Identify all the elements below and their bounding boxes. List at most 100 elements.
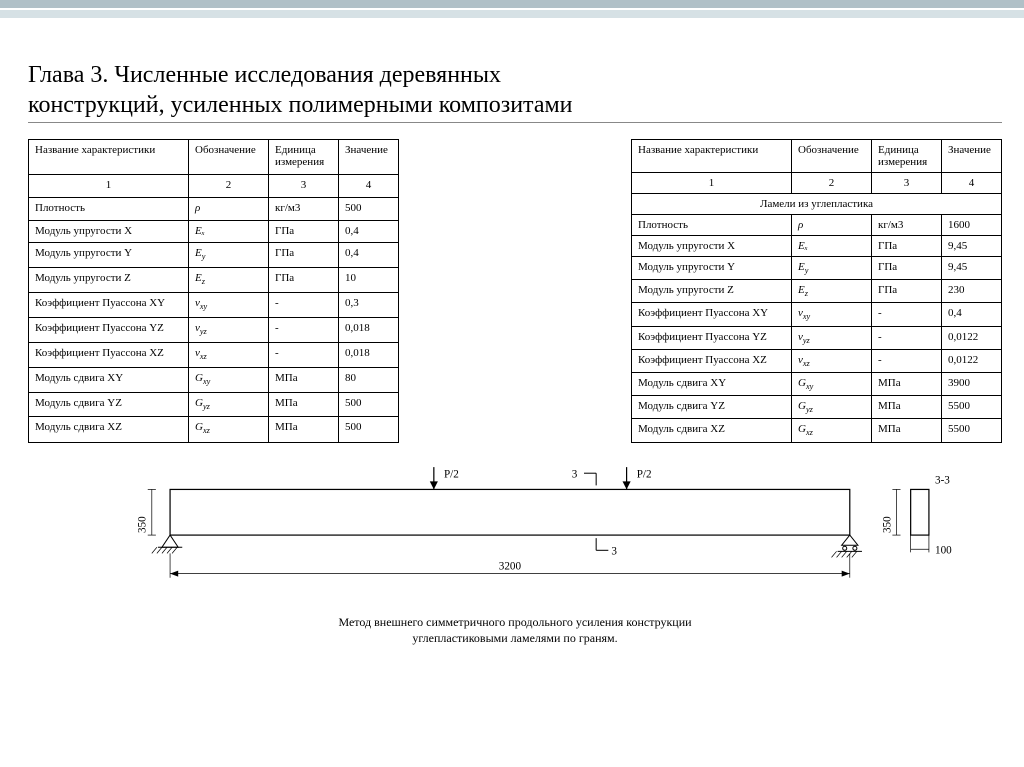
cell-value: 500 bbox=[339, 417, 399, 442]
cell-value: 1600 bbox=[942, 215, 1002, 236]
cell-value: 0,4 bbox=[942, 303, 1002, 326]
cell-symbol: νxy bbox=[792, 303, 872, 326]
col-idx: 1 bbox=[29, 175, 189, 198]
table-row: Коэффициент Пуассона YZνyz-0,0122 bbox=[632, 326, 1002, 349]
cell-value: 0,4 bbox=[339, 220, 399, 243]
table-row: Модуль упругости YEyГПа0,4 bbox=[29, 243, 399, 268]
table-row: Плотностьρкг/м31600 bbox=[632, 215, 1002, 236]
cell-name: Коэффициент Пуассона YZ bbox=[632, 326, 792, 349]
table-row: Модуль сдвига YZGyzМПа500 bbox=[29, 392, 399, 417]
col-name: Название характеристики bbox=[632, 140, 792, 173]
cell-symbol: Eₓ bbox=[189, 220, 269, 243]
cell-value: 5500 bbox=[942, 396, 1002, 419]
cell-unit: - bbox=[269, 317, 339, 342]
col-value: Значение bbox=[339, 140, 399, 175]
header-decor bbox=[0, 0, 1024, 18]
col-symbol: Обозначение bbox=[792, 140, 872, 173]
cell-symbol: νxz bbox=[189, 342, 269, 367]
cell-symbol: Gxz bbox=[792, 419, 872, 442]
cell-name: Плотность bbox=[29, 198, 189, 221]
cell-symbol: Ez bbox=[189, 268, 269, 293]
cell-name: Модуль сдвига XY bbox=[29, 367, 189, 392]
svg-text:3200: 3200 bbox=[499, 560, 522, 572]
col-value: Значение bbox=[942, 140, 1002, 173]
cell-unit: ГПа bbox=[872, 236, 942, 257]
cell-name: Коэффициент Пуассона YZ bbox=[29, 317, 189, 342]
cell-unit: - bbox=[269, 292, 339, 317]
cell-name: Модуль упругости Y bbox=[29, 243, 189, 268]
cell-value: 500 bbox=[339, 198, 399, 221]
cell-unit: - bbox=[872, 326, 942, 349]
cell-unit: ГПа bbox=[269, 243, 339, 268]
cell-value: 0,018 bbox=[339, 317, 399, 342]
cell-symbol: νxz bbox=[792, 349, 872, 372]
col-idx: 4 bbox=[339, 175, 399, 198]
cell-symbol: ρ bbox=[792, 215, 872, 236]
svg-text:P/2: P/2 bbox=[637, 468, 652, 480]
cell-value: 0,0122 bbox=[942, 349, 1002, 372]
title-line-2: конструкций, усиленных полимерными компо… bbox=[28, 92, 573, 118]
cell-unit: - bbox=[872, 349, 942, 372]
table-row: Коэффициент Пуассона XZνxz-0,018 bbox=[29, 342, 399, 367]
cell-name: Плотность bbox=[632, 215, 792, 236]
table-row: Коэффициент Пуассона XYνxy-0,3 bbox=[29, 292, 399, 317]
cell-symbol: Ey bbox=[792, 257, 872, 280]
cell-name: Коэффициент Пуассона XZ bbox=[29, 342, 189, 367]
table-material-2: Название характеристики Обозначение Един… bbox=[631, 139, 1002, 443]
cell-value: 0,018 bbox=[339, 342, 399, 367]
table-row: Модуль упругости XEₓГПа0,4 bbox=[29, 220, 399, 243]
cell-name: Модуль упругости Y bbox=[632, 257, 792, 280]
table-row: Коэффициент Пуассона XZνxz-0,0122 bbox=[632, 349, 1002, 372]
table-row: Модуль сдвига XYGxyМПа80 bbox=[29, 367, 399, 392]
col-idx: 4 bbox=[942, 173, 1002, 194]
cell-name: Модуль упругости Z bbox=[632, 280, 792, 303]
col-name: Название характеристики bbox=[29, 140, 189, 175]
cell-name: Модуль упругости X bbox=[29, 220, 189, 243]
cell-name: Коэффициент Пуассона XZ bbox=[632, 349, 792, 372]
col-symbol: Обозначение bbox=[189, 140, 269, 175]
cell-symbol: Eₓ bbox=[792, 236, 872, 257]
table-material-1: Название характеристики Обозначение Един… bbox=[28, 139, 399, 443]
cell-unit: МПа bbox=[269, 417, 339, 442]
page-title: Глава 3. Численные исследования деревянн… bbox=[28, 60, 1002, 123]
cell-value: 10 bbox=[339, 268, 399, 293]
cell-value: 80 bbox=[339, 367, 399, 392]
col-idx: 3 bbox=[269, 175, 339, 198]
cell-value: 3900 bbox=[942, 372, 1002, 395]
cell-unit: МПа bbox=[269, 392, 339, 417]
cell-unit: МПа bbox=[872, 419, 942, 442]
table-row: Плотностьρкг/м3500 bbox=[29, 198, 399, 221]
cell-name: Модуль упругости Z bbox=[29, 268, 189, 293]
cell-unit: кг/м3 bbox=[872, 215, 942, 236]
diagram-caption: Метод внешнего симметричного продольного… bbox=[28, 614, 1002, 646]
cell-value: 230 bbox=[942, 280, 1002, 303]
cell-value: 500 bbox=[339, 392, 399, 417]
cell-unit: ГПа bbox=[872, 257, 942, 280]
cell-name: Коэффициент Пуассона XY bbox=[29, 292, 189, 317]
cell-name: Коэффициент Пуассона XY bbox=[632, 303, 792, 326]
svg-text:100: 100 bbox=[935, 544, 952, 556]
section-title: Ламели из углепластика bbox=[632, 194, 1002, 215]
table-row: Модуль сдвига XYGxyМПа3900 bbox=[632, 372, 1002, 395]
cell-unit: кг/м3 bbox=[269, 198, 339, 221]
table-row: Модуль сдвига XZGxzМПа500 bbox=[29, 417, 399, 442]
cell-name: Модуль сдвига YZ bbox=[29, 392, 189, 417]
cell-symbol: Gyz bbox=[792, 396, 872, 419]
beam-diagram: P/2P/23335032003-3350100 bbox=[28, 459, 1002, 601]
cell-name: Модуль сдвига XZ bbox=[29, 417, 189, 442]
cell-symbol: νyz bbox=[792, 326, 872, 349]
svg-text:P/2: P/2 bbox=[444, 468, 459, 480]
cell-symbol: Gxz bbox=[189, 417, 269, 442]
cell-value: 9,45 bbox=[942, 236, 1002, 257]
svg-text:350: 350 bbox=[137, 515, 149, 532]
table-row: Модуль упругости XEₓГПа9,45 bbox=[632, 236, 1002, 257]
table-row: Модуль упругости YEyГПа9,45 bbox=[632, 257, 1002, 280]
cell-unit: МПа bbox=[269, 367, 339, 392]
page-content: Глава 3. Численные исследования деревянн… bbox=[28, 60, 1002, 646]
cell-value: 9,45 bbox=[942, 257, 1002, 280]
svg-text:3-3: 3-3 bbox=[935, 474, 950, 486]
cell-symbol: Ez bbox=[792, 280, 872, 303]
cell-name: Модуль сдвига XZ bbox=[632, 419, 792, 442]
cell-value: 5500 bbox=[942, 419, 1002, 442]
cell-value: 0,0122 bbox=[942, 326, 1002, 349]
